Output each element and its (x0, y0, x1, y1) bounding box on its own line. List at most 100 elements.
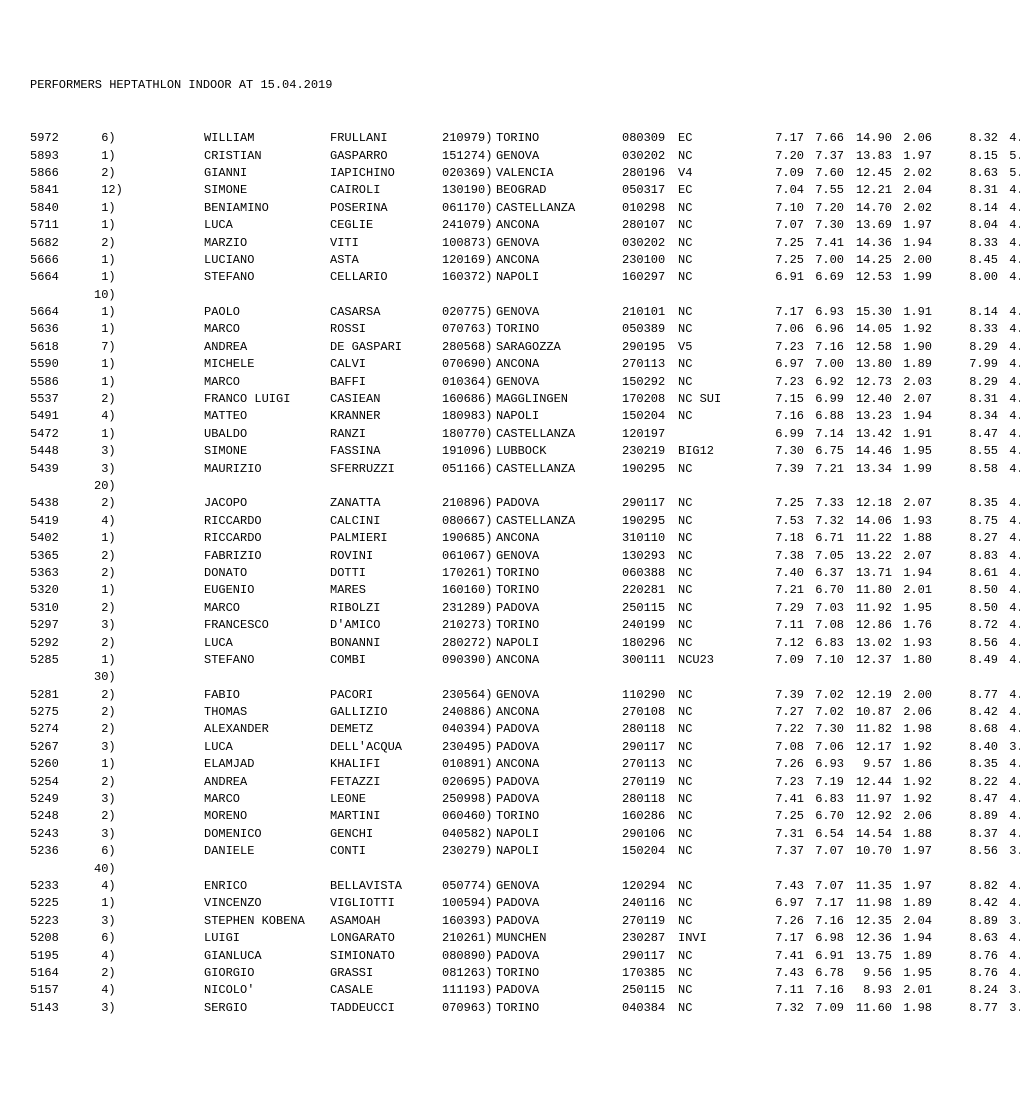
athlete-code: 160686) (442, 391, 496, 408)
place: TORINO (496, 617, 622, 634)
v6: 4.60 (998, 374, 1020, 391)
last-name: VIGLIOTTI (330, 895, 442, 912)
v1: 7.17 (764, 304, 804, 321)
v4: 2.02 (892, 165, 932, 182)
table-row: 5419 4)RICCARDOCALCINI080667)CASTELLANZA… (30, 513, 990, 530)
place: NAPOLI (496, 269, 622, 286)
date: 250115 (622, 982, 678, 999)
rank: 4) (94, 948, 204, 965)
v1: 7.53 (764, 513, 804, 530)
last-name: LEONE (330, 791, 442, 808)
v4: 2.07 (892, 495, 932, 512)
rank: 2) (94, 721, 204, 738)
v6: 4.20 (998, 774, 1020, 791)
place: GENOVA (496, 304, 622, 321)
date: 270108 (622, 704, 678, 721)
first-name: MARCO (204, 791, 330, 808)
last-name: GENCHI (330, 826, 442, 843)
table-row: 5491 4)MATTEOKRANNER180983)NAPOLI150204N… (30, 408, 990, 425)
v3: 12.37 (844, 652, 892, 669)
table-row: 5225 1)VINCENZOVIGLIOTTI100594)PADOVA240… (30, 895, 990, 912)
athlete-code: 180770) (442, 426, 496, 443)
rank: 12) (94, 182, 204, 199)
athlete-code: 070963) (442, 1000, 496, 1017)
v6: 4.60 (998, 356, 1020, 373)
v4: 1.92 (892, 739, 932, 756)
last-name: SFERRUZZI (330, 461, 442, 478)
place: TORINO (496, 808, 622, 825)
table-row: 5281 2)FABIOPACORI230564)GENOVA110290NC7… (30, 687, 990, 704)
v4: 1.89 (892, 895, 932, 912)
v6: 4.60 (998, 513, 1020, 530)
date: 030202 (622, 235, 678, 252)
v2: 6.71 (804, 530, 844, 547)
v4: 1.88 (892, 826, 932, 843)
date: 050389 (622, 321, 678, 338)
v5: 8.37 (958, 826, 998, 843)
v3: 14.05 (844, 321, 892, 338)
table-row: 5164 2)GIORGIOGRASSI081263)TORINO170385N… (30, 965, 990, 982)
table-row: 5285 1)STEFANOCOMBI090390)ANCONA300111NC… (30, 652, 990, 669)
v5: 8.00 (958, 269, 998, 286)
last-name: KHALIFI (330, 756, 442, 773)
first-name: ANDREA (204, 339, 330, 356)
athlete-code: 210979) (442, 130, 496, 147)
v4: 1.90 (892, 339, 932, 356)
v2: 7.09 (804, 1000, 844, 1017)
category: BIG12 (678, 443, 764, 460)
v4: 2.06 (892, 808, 932, 825)
rank: 2) (94, 548, 204, 565)
v3: 12.40 (844, 391, 892, 408)
v4: 1.98 (892, 1000, 932, 1017)
v1: 7.37 (764, 843, 804, 860)
v4: 1.88 (892, 530, 932, 547)
last-name: GASPARRO (330, 148, 442, 165)
place: TORINO (496, 565, 622, 582)
v6: 4.20 (998, 652, 1020, 669)
v3: 13.22 (844, 548, 892, 565)
last-name: SIMIONATO (330, 948, 442, 965)
table-row: 5267 3)LUCADELL'ACQUA230495)PADOVA290117… (30, 739, 990, 756)
v6: 4.60 (998, 391, 1020, 408)
last-name: GRASSI (330, 965, 442, 982)
v5: 8.33 (958, 321, 998, 338)
rows-container: 5972 6)WILLIAMFRULLANI210979)TORINO08030… (30, 130, 990, 1017)
date: 290117 (622, 948, 678, 965)
last-name: TADDEUCCI (330, 1000, 442, 1017)
table-row: 5448 3)SIMONEFASSINA191096)LUBBOCK230219… (30, 443, 990, 460)
score: 5664 (30, 304, 94, 321)
v2: 7.03 (804, 600, 844, 617)
first-name: MARCO (204, 600, 330, 617)
first-name: STEPHEN KOBENA (204, 913, 330, 930)
first-name: MATTEO (204, 408, 330, 425)
rank: 1) (94, 356, 204, 373)
place: NAPOLI (496, 635, 622, 652)
athlete-code: 191096) (442, 443, 496, 460)
athlete-code: 130190) (442, 182, 496, 199)
first-name: GIANNI (204, 165, 330, 182)
first-name: WILLIAM (204, 130, 330, 147)
category: NC (678, 548, 764, 565)
v1: 7.38 (764, 548, 804, 565)
v3: 13.80 (844, 356, 892, 373)
score: 5223 (30, 913, 94, 930)
v6: 3.90 (998, 739, 1020, 756)
last-name: ROVINI (330, 548, 442, 565)
place: TORINO (496, 321, 622, 338)
place: PADOVA (496, 739, 622, 756)
date: 240116 (622, 895, 678, 912)
v5: 8.15 (958, 148, 998, 165)
v1: 7.31 (764, 826, 804, 843)
v1: 7.17 (764, 930, 804, 947)
category: NCU23 (678, 652, 764, 669)
table-row: 5297 3)FRANCESCOD'AMICO210273)TORINO2401… (30, 617, 990, 634)
v2: 6.69 (804, 269, 844, 286)
v2: 7.00 (804, 252, 844, 269)
table-row: 5841 12)SIMONECAIROLI130190)BEOGRAD05031… (30, 182, 990, 199)
v5: 8.49 (958, 652, 998, 669)
rank: 2) (94, 235, 204, 252)
v2: 7.55 (804, 182, 844, 199)
v3: 12.53 (844, 269, 892, 286)
v4: 1.94 (892, 565, 932, 582)
first-name: MORENO (204, 808, 330, 825)
